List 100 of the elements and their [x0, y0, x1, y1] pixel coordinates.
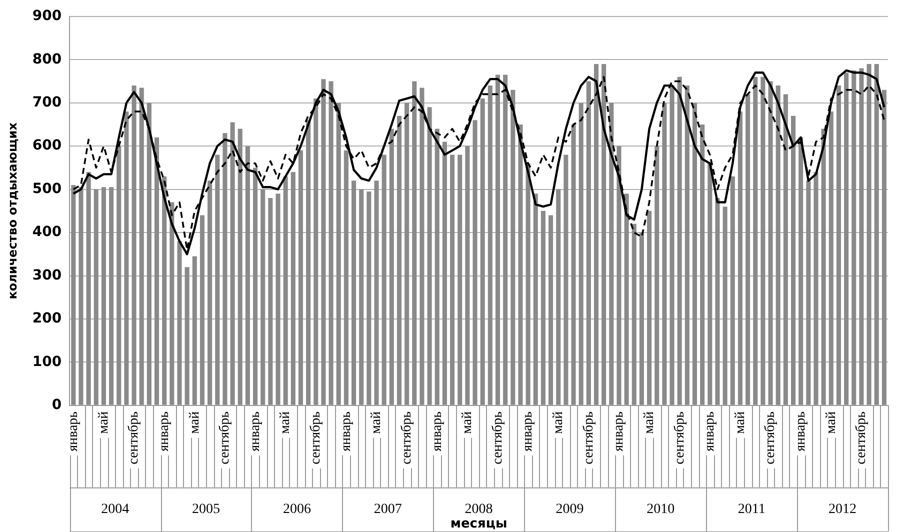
bar — [124, 111, 129, 405]
y-tick-label: 500 — [32, 180, 62, 197]
y-tick-label: 900 — [32, 8, 62, 24]
text: 2005 — [192, 502, 220, 518]
bar — [715, 198, 720, 405]
bar — [78, 187, 84, 405]
bar — [298, 150, 304, 405]
bar — [730, 176, 735, 405]
bar — [540, 210, 546, 405]
bar — [222, 133, 228, 405]
bar — [215, 154, 220, 405]
x-tick-label: май — [824, 410, 839, 434]
bar — [146, 102, 152, 405]
bar — [396, 116, 402, 405]
bar — [109, 187, 114, 405]
bar — [170, 202, 174, 405]
bar — [328, 81, 334, 405]
text: 2009 — [556, 502, 584, 518]
x-tick-label: май — [642, 410, 657, 434]
x-tick-label: май — [551, 410, 566, 434]
bar — [866, 64, 872, 405]
bar — [336, 102, 341, 405]
y-tick-label: 400 — [32, 224, 62, 240]
y-tick-label: 600 — [32, 138, 62, 154]
x-tick-label: сентябрь — [581, 411, 596, 464]
bar — [647, 210, 652, 405]
bar — [260, 189, 266, 405]
bar — [230, 122, 235, 405]
x-tick-label: май — [460, 410, 476, 434]
bar — [480, 98, 485, 405]
x-axis-title: месяцы — [450, 516, 508, 532]
bar — [859, 68, 864, 405]
y-tick-label: 800 — [32, 51, 62, 68]
bar — [352, 180, 356, 405]
bar — [556, 189, 561, 405]
bar — [154, 137, 160, 405]
bar — [738, 111, 742, 405]
bar — [624, 194, 629, 405]
bar — [344, 150, 348, 405]
bar — [412, 81, 417, 405]
x-tick-label: январь — [794, 411, 809, 452]
bar — [814, 172, 818, 405]
bar — [434, 128, 440, 405]
bar — [684, 86, 690, 405]
bar — [616, 146, 622, 405]
bar — [722, 206, 728, 405]
bar — [662, 102, 667, 405]
bar — [208, 180, 212, 405]
bar — [94, 189, 98, 405]
bar — [252, 168, 258, 405]
x-tick-label: сентябрь — [126, 411, 142, 464]
bar — [283, 176, 288, 405]
bar — [276, 194, 280, 405]
bar — [116, 146, 122, 405]
text: 2006 — [282, 502, 311, 518]
x-tick-label: май — [369, 410, 384, 434]
bar — [602, 64, 606, 405]
bar — [472, 120, 478, 405]
text: 2007 — [374, 502, 402, 518]
bar — [639, 232, 644, 405]
bar — [420, 88, 424, 405]
bar — [366, 191, 372, 405]
x-tick-label: май — [96, 410, 112, 434]
bar — [753, 76, 758, 405]
bar — [495, 74, 500, 405]
bar — [132, 86, 136, 405]
text: 2008 — [464, 502, 493, 518]
x-tick-label: сентябрь — [672, 411, 688, 464]
bar — [708, 163, 712, 405]
bar — [374, 180, 379, 405]
bar — [571, 124, 576, 405]
x-tick-label: май — [732, 410, 748, 434]
x-tick-label: сентябрь — [308, 411, 324, 464]
bar — [700, 124, 705, 405]
bar — [139, 88, 144, 405]
bar — [746, 94, 750, 405]
bar — [874, 64, 879, 405]
bar — [192, 256, 197, 405]
x-tick-label: январь — [157, 411, 172, 452]
bar — [359, 189, 364, 405]
x-tick-label: январь — [248, 411, 263, 452]
bar — [578, 102, 584, 405]
bar — [594, 64, 599, 405]
bar — [783, 94, 788, 405]
bar — [692, 102, 698, 405]
bar — [238, 128, 242, 405]
y-tick-label: 200 — [32, 310, 62, 327]
x-tick-label: сентябрь — [854, 411, 870, 464]
bar — [177, 241, 182, 405]
bar — [458, 154, 462, 405]
bar — [314, 98, 318, 405]
bar — [488, 86, 492, 405]
x-tick-label: январь — [612, 411, 627, 452]
bar — [290, 172, 296, 405]
bar — [564, 154, 568, 405]
x-tick-label: январь — [520, 411, 536, 452]
bar — [465, 146, 470, 405]
bar — [427, 107, 432, 405]
bar — [821, 128, 826, 405]
bar — [306, 120, 311, 405]
